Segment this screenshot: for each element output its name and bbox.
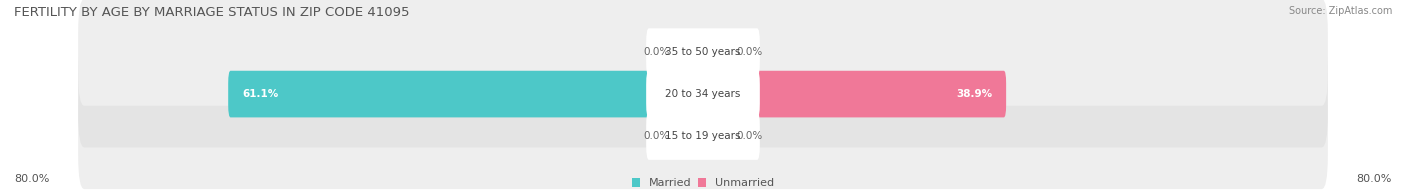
Text: 80.0%: 80.0% [14, 174, 49, 184]
Text: 38.9%: 38.9% [956, 89, 993, 99]
Text: 0.0%: 0.0% [644, 131, 669, 141]
Text: 61.1%: 61.1% [242, 89, 278, 99]
FancyBboxPatch shape [702, 117, 731, 155]
Text: 0.0%: 0.0% [644, 47, 669, 57]
Text: 15 to 19 years: 15 to 19 years [665, 131, 741, 141]
FancyBboxPatch shape [79, 41, 1327, 147]
Text: 80.0%: 80.0% [1357, 174, 1392, 184]
FancyBboxPatch shape [79, 82, 1327, 189]
Legend: Married, Unmarried: Married, Unmarried [631, 178, 775, 189]
FancyBboxPatch shape [647, 70, 759, 118]
FancyBboxPatch shape [228, 71, 706, 117]
FancyBboxPatch shape [79, 0, 1327, 106]
Text: Source: ZipAtlas.com: Source: ZipAtlas.com [1288, 6, 1392, 16]
Text: 20 to 34 years: 20 to 34 years [665, 89, 741, 99]
FancyBboxPatch shape [702, 33, 731, 72]
FancyBboxPatch shape [647, 112, 759, 160]
FancyBboxPatch shape [675, 117, 704, 155]
FancyBboxPatch shape [647, 28, 759, 76]
Text: 35 to 50 years: 35 to 50 years [665, 47, 741, 57]
Text: 0.0%: 0.0% [737, 47, 762, 57]
FancyBboxPatch shape [675, 33, 704, 72]
FancyBboxPatch shape [700, 71, 1007, 117]
Text: FERTILITY BY AGE BY MARRIAGE STATUS IN ZIP CODE 41095: FERTILITY BY AGE BY MARRIAGE STATUS IN Z… [14, 6, 409, 19]
Text: 0.0%: 0.0% [737, 131, 762, 141]
